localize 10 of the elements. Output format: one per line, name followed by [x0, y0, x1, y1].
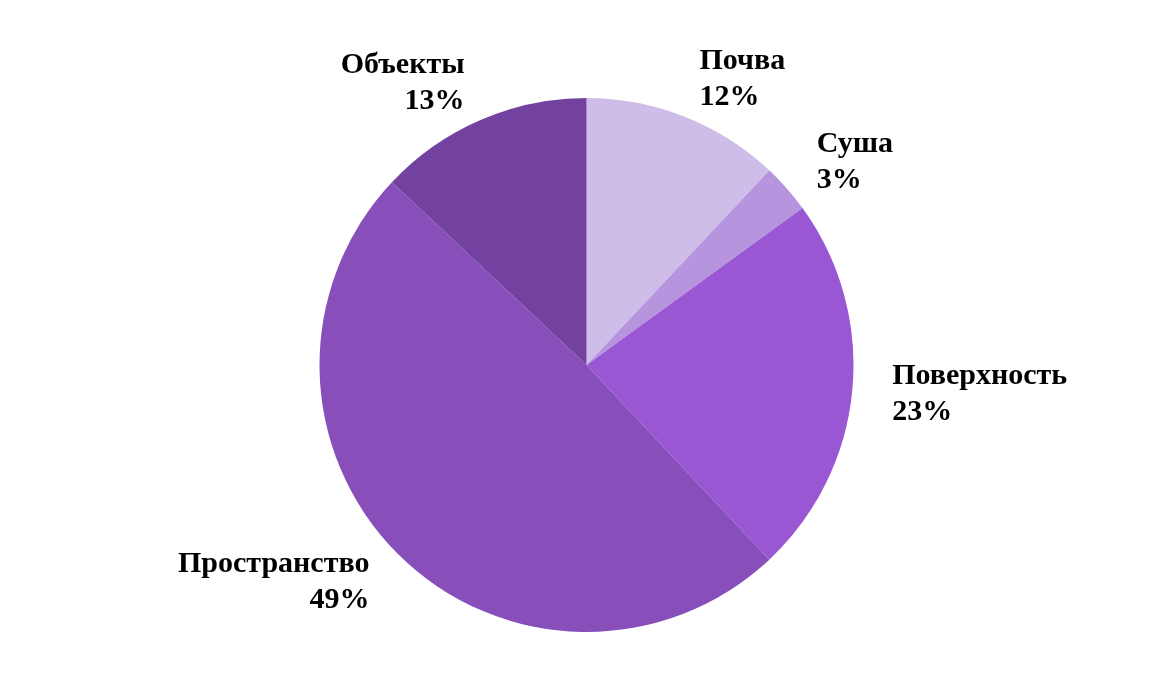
data-label: 49% [309, 580, 370, 614]
slice-label: Почва [699, 42, 786, 76]
slice-label: Объекты [340, 46, 465, 79]
slice-label: Суша [816, 124, 894, 158]
data-label: 3% [816, 160, 862, 194]
data-label: 13% [404, 82, 465, 115]
slice-label: Поверхность [892, 356, 1068, 390]
slice-label: Пространство [177, 544, 370, 578]
data-label: 23% [892, 392, 953, 426]
data-label: 12% [699, 78, 760, 112]
